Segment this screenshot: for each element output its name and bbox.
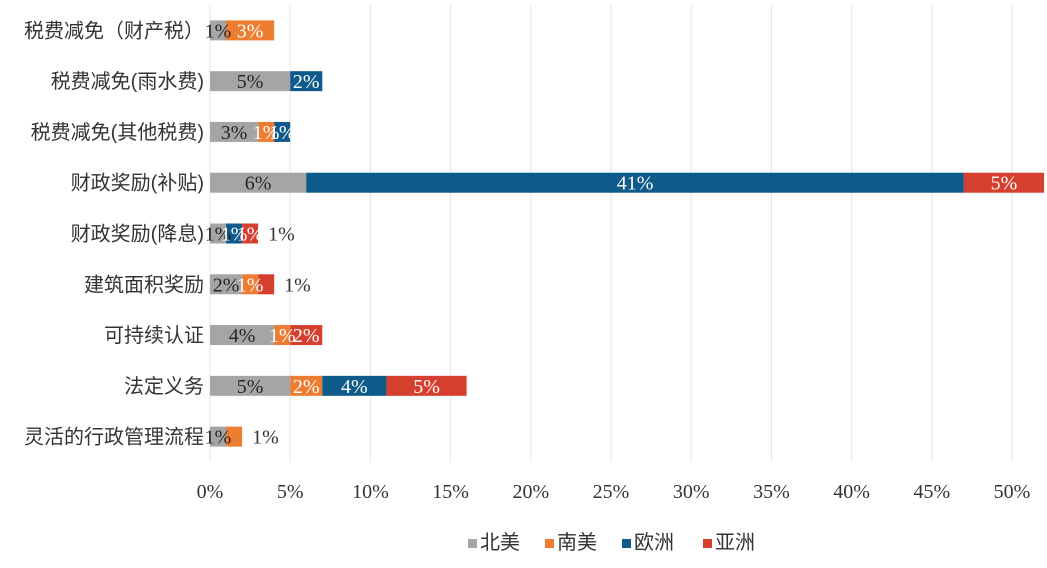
bar-segment <box>258 274 275 295</box>
data-label: 5% <box>237 71 264 93</box>
data-label: 2% <box>293 376 320 398</box>
legend-swatch <box>545 539 554 548</box>
legend-swatch <box>703 539 712 548</box>
x-tick-label: 45% <box>913 481 950 503</box>
data-label: 1% <box>205 20 232 42</box>
category-label: 可持续认证 <box>104 324 204 347</box>
x-tick-label: 20% <box>512 481 549 503</box>
data-labels: 1% 3%5% 2%3% 1%1%6% 41% 5%1%1%1% 1%2%1% 1%4% 1%2… <box>205 20 1018 448</box>
bar-segment <box>242 274 259 295</box>
bar-segment <box>210 20 227 41</box>
bar-segment <box>274 121 291 142</box>
data-label: 1% <box>269 122 296 144</box>
category-label: 灵活的行政管理流程 <box>24 426 204 449</box>
data-label: 1% <box>253 122 280 144</box>
bar-segment <box>210 172 307 193</box>
data-label: 3% <box>221 122 248 144</box>
legend-swatch <box>468 539 477 548</box>
bar-segment <box>210 71 291 92</box>
data-label: 6% <box>245 173 272 195</box>
x-tick-label: 25% <box>593 481 630 503</box>
data-label: 1% <box>237 274 264 296</box>
data-label: 2% <box>293 71 320 93</box>
data-label: 1% <box>268 224 295 246</box>
data-label: 1% <box>252 427 279 449</box>
bar-segment <box>210 375 291 396</box>
data-label: 5% <box>413 376 440 398</box>
bar-segment <box>242 223 259 244</box>
legend-label: 北美 <box>480 531 520 554</box>
category-label: 财政奖励(补贴) <box>71 172 204 195</box>
data-label: 1% <box>269 325 296 347</box>
bar-segment <box>963 172 1045 193</box>
category-labels: 税费减免（财产税） 税费减免(雨水费) 税费减免(其他税费) 财政奖励(补贴) 财政奖励… <box>24 19 204 448</box>
bar-segment <box>210 426 227 447</box>
bar-segment <box>290 71 323 92</box>
bar-segment <box>306 172 964 193</box>
x-tick-label: 50% <box>994 481 1031 503</box>
legend: 北美 南美 欧洲 亚洲 <box>468 531 755 554</box>
bar-segment <box>258 121 275 142</box>
bars <box>210 20 1045 447</box>
data-label: 1% <box>205 224 232 246</box>
category-label: 税费减免(雨水费) <box>51 70 204 93</box>
data-label: 3% <box>237 20 264 42</box>
legend-label: 欧洲 <box>634 531 674 554</box>
data-label: 2% <box>213 274 240 296</box>
data-label: 1% <box>284 274 311 296</box>
x-tick-label: 0% <box>197 481 224 503</box>
category-label: 建筑面积奖励 <box>84 273 204 296</box>
data-label: 41% <box>617 173 654 195</box>
x-tick-label: 30% <box>673 481 710 503</box>
bar-segment <box>210 223 227 244</box>
category-label: 税费减免(其他税费) <box>31 121 204 144</box>
bar-segment <box>226 426 243 447</box>
bar-segment <box>290 375 323 396</box>
bar-segment <box>210 325 275 346</box>
data-label: 5% <box>237 376 264 398</box>
x-tick-label: 10% <box>352 481 389 503</box>
legend-label: 南美 <box>557 531 597 554</box>
bar-segment <box>322 375 387 396</box>
bar-segment <box>210 121 259 142</box>
data-label: 5% <box>991 173 1018 195</box>
bar-segment <box>386 375 467 396</box>
data-label: 4% <box>229 325 256 347</box>
data-label: 1% <box>221 224 248 246</box>
x-tick-labels: 0% 5% 10% 15% 20% 25% 30% 35% 40% 45% 50% <box>197 481 1031 503</box>
legend-label: 亚洲 <box>715 532 755 554</box>
legend-swatch <box>622 539 631 548</box>
category-label: 法定义务 <box>124 375 204 398</box>
bar-segment <box>274 325 291 346</box>
category-label: 税费减免（财产税） <box>24 19 204 42</box>
bar-segment <box>226 20 275 41</box>
bar-segment <box>226 223 243 244</box>
data-label: 1% <box>205 427 232 449</box>
data-label: 2% <box>293 325 320 347</box>
x-tick-label: 15% <box>432 481 469 503</box>
bar-segment <box>290 325 323 346</box>
data-label: 1% <box>237 224 264 246</box>
x-tick-label: 40% <box>833 481 870 503</box>
category-label: 财政奖励(降息) <box>71 223 204 246</box>
bar-segment <box>210 274 243 295</box>
x-tick-label: 5% <box>277 481 304 503</box>
data-label: 4% <box>341 376 368 398</box>
x-tick-label: 35% <box>753 481 790 503</box>
